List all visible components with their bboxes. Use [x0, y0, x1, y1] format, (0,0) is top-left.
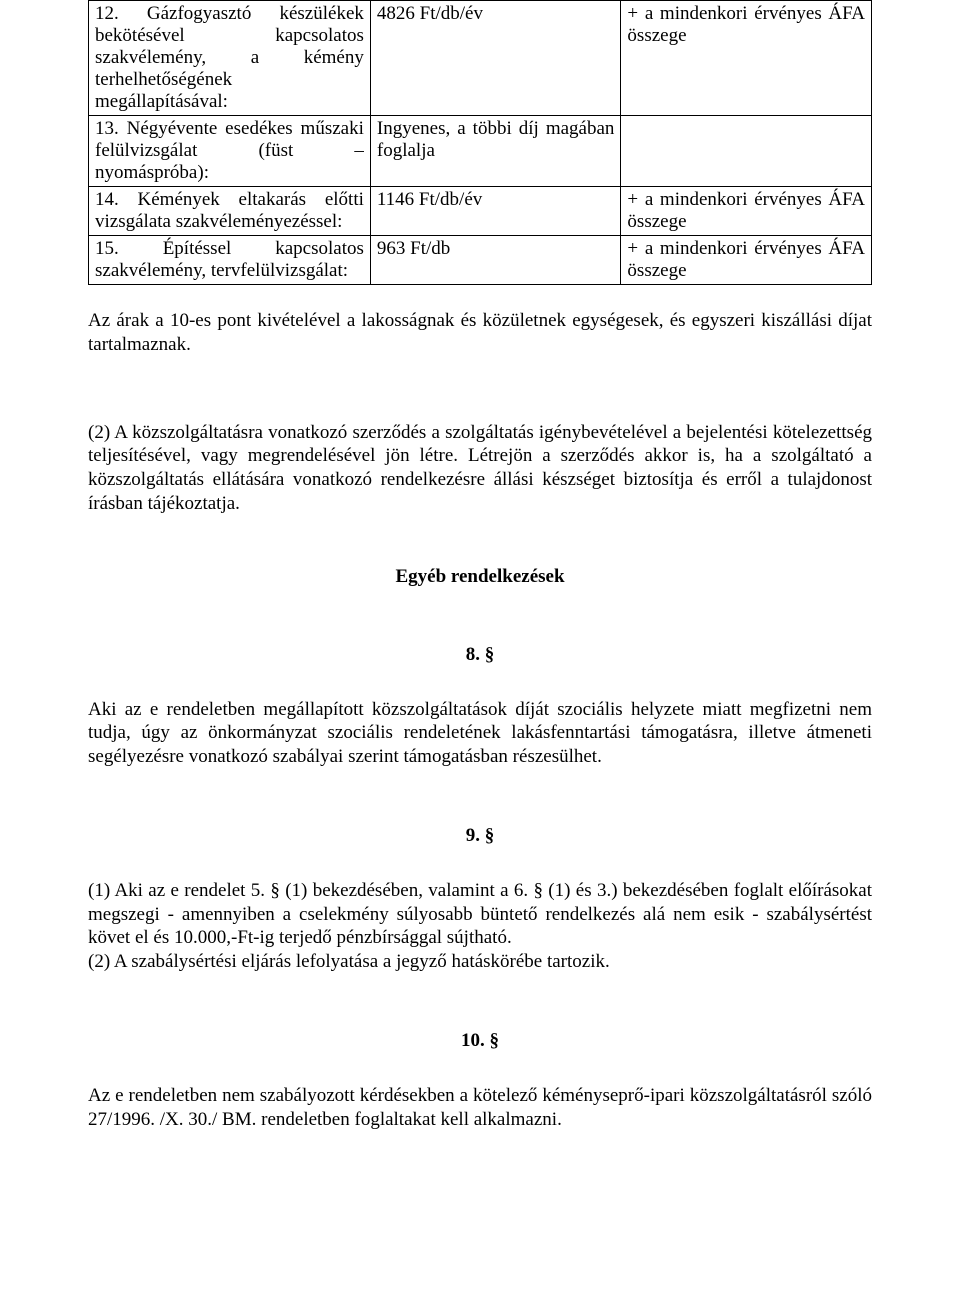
cell-desc: 12. Gázfogyasztó készülékek bekötésével … [89, 1, 371, 116]
paragraph-pricing-note: Az árak a 10-es pont kivételével a lakos… [88, 309, 872, 357]
cell-price: Ingyenes, a többi díj magában foglalja [370, 116, 621, 187]
pricing-table: 12. Gázfogyasztó készülékek bekötésével … [88, 0, 872, 285]
section-9-p2: (2) A szabálysértési eljárás lefolyatása… [88, 950, 872, 974]
cell-price: 4826 Ft/db/év [370, 1, 621, 116]
section-8-text: Aki az e rendeletben megállapított közsz… [88, 698, 872, 769]
cell-vat: + a mindenkori érvényes ÁFA összege [621, 187, 872, 236]
cell-desc: 13. Négyévente esedékes műszaki felülviz… [89, 116, 371, 187]
table-row: 13. Négyévente esedékes műszaki felülviz… [89, 116, 872, 187]
section-9-number: 9. § [88, 825, 872, 847]
table-row: 12. Gázfogyasztó készülékek bekötésével … [89, 1, 872, 116]
section-9-p1: (1) Aki az e rendelet 5. § (1) bekezdésé… [88, 879, 872, 950]
cell-vat: + a mindenkori érvényes ÁFA összege [621, 1, 872, 116]
paragraph-contract: (2) A közszolgáltatásra vonatkozó szerző… [88, 421, 872, 516]
cell-price: 1146 Ft/db/év [370, 187, 621, 236]
cell-vat [621, 116, 872, 187]
section-10-number: 10. § [88, 1030, 872, 1052]
table-row: 15. Építéssel kapcsolatos szakvélemény, … [89, 236, 872, 285]
section-10-text: Az e rendeletben nem szabályozott kérdés… [88, 1084, 872, 1132]
cell-vat: + a mindenkori érvényes ÁFA összege [621, 236, 872, 285]
cell-desc: 14. Kémények eltakarás előtti vizsgálata… [89, 187, 371, 236]
section-8-number: 8. § [88, 644, 872, 666]
heading-other-provisions: Egyéb rendelkezések [88, 566, 872, 588]
table-row: 14. Kémények eltakarás előtti vizsgálata… [89, 187, 872, 236]
cell-desc: 15. Építéssel kapcsolatos szakvélemény, … [89, 236, 371, 285]
cell-price: 963 Ft/db [370, 236, 621, 285]
